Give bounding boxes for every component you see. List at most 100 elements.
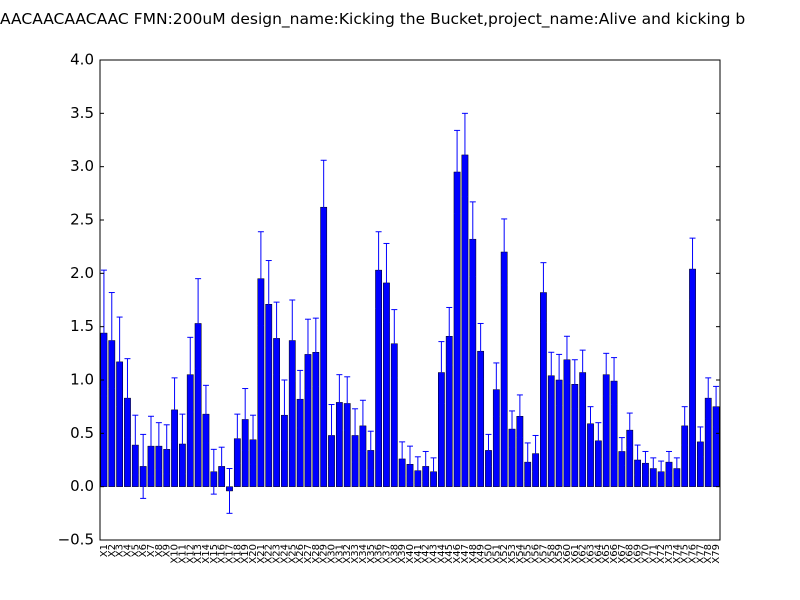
x-tick-label: X62 [578,544,589,564]
x-tick-label: X65 [601,544,612,564]
y-tick-label: 0.0 [70,477,94,495]
y-tick-label: 4.0 [70,51,94,69]
error-bar [650,457,657,480]
error-bar [681,406,688,446]
error-bar [493,362,500,417]
error-bar [148,415,155,477]
x-tick-label: X10 [170,544,181,564]
x-tick-label: X54 [515,544,526,564]
x-tick-label: X2 [107,544,118,557]
error-bar [477,322,484,380]
error-bar [454,129,461,215]
error-bar [163,424,170,475]
error-bar [579,349,586,396]
axes-frame [99,59,721,541]
error-bar [352,408,359,463]
error-bar [383,242,390,323]
error-bar [297,369,304,429]
error-bar [320,159,327,255]
x-tick-label: X55 [523,544,534,564]
x-tick-label: X21 [256,544,267,564]
x-tick-label: X49 [476,544,487,564]
x-tick-label: X28 [311,544,322,564]
x-tick-label: X31 [334,544,345,564]
error-bar [571,359,578,410]
x-tick-label: X51 [491,544,502,564]
error-bar [618,437,625,466]
error-bar [273,301,280,376]
x-tick-label: X66 [609,544,620,564]
bar [461,154,469,487]
error-bar [195,278,202,369]
x-tick-label: X72 [656,544,667,564]
error-bar [509,410,516,448]
x-tick-label: X40 [405,544,416,564]
x-tick-label: X33 [350,544,361,564]
error-bar [563,335,570,384]
y-tick-label: 3.5 [70,104,94,122]
error-bar [100,269,107,397]
x-tick-label: X23 [272,544,283,564]
error-bar [234,413,241,464]
error-bar [265,260,272,349]
x-tick-label: X15 [209,544,220,564]
x-tick-label: X27 [303,544,314,564]
x-tick-label: X48 [468,544,479,564]
x-tick-label: X7 [146,544,157,557]
error-bar [689,237,696,301]
error-bar [391,309,398,379]
x-tick-label: X77 [695,544,706,564]
error-bar [414,456,421,486]
error-bar [226,468,233,514]
error-bar [626,412,633,448]
x-tick-label: X50 [483,544,494,564]
x-tick-label: X1 [99,544,110,557]
error-bar [289,299,296,382]
bar [689,268,696,487]
x-tick-label: X58 [546,544,557,564]
plot-area [100,112,720,514]
x-tick-label: X17 [224,544,235,564]
x-tick-label: X43 [429,544,440,564]
error-bar [202,384,209,444]
bar [453,171,461,487]
x-tick-label: X34 [358,544,369,564]
x-tick-label: X71 [648,544,659,564]
error-bar [673,457,680,480]
error-bar [469,201,476,278]
error-bar [218,446,225,487]
error-bar [140,433,147,499]
x-tick-label: X70 [640,544,651,564]
error-bar [611,357,618,406]
x-tick-label: X18 [232,544,243,564]
x-tick-label: X75 [680,544,691,564]
x-tick-label: X22 [264,544,275,564]
error-bar [179,413,186,475]
y-tick-label: 1.0 [70,371,94,389]
error-bar [242,388,249,451]
x-tick-label: X26 [295,544,306,564]
error-bar [485,433,492,467]
x-tick-label: X76 [688,544,699,564]
x-tick-label: X32 [342,544,353,564]
error-bar [344,376,351,431]
error-bar [336,374,343,431]
error-bar [697,426,704,458]
error-bar [312,317,319,387]
x-tick-label: X60 [562,544,573,564]
error-bar [603,352,610,397]
x-tick-label: X38 [389,544,400,564]
error-bar [665,450,672,474]
y-tick-label: 2.5 [70,211,94,229]
error-bar [304,318,311,391]
x-tick-label: X45 [444,544,455,564]
x-tick-label: X12 [185,544,196,564]
error-bar [713,385,720,428]
error-bar [108,292,115,390]
error-bar [705,377,712,419]
x-tick-label: X36 [374,544,385,564]
x-tick-label: X57 [538,544,549,564]
x-tick-label: X41 [413,544,424,564]
x-tick-label: X46 [452,544,463,564]
